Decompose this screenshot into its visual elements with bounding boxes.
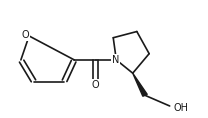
- Text: OH: OH: [174, 103, 189, 113]
- Text: N: N: [112, 55, 120, 65]
- Polygon shape: [133, 73, 147, 96]
- Text: O: O: [92, 80, 100, 90]
- Text: O: O: [22, 30, 29, 40]
